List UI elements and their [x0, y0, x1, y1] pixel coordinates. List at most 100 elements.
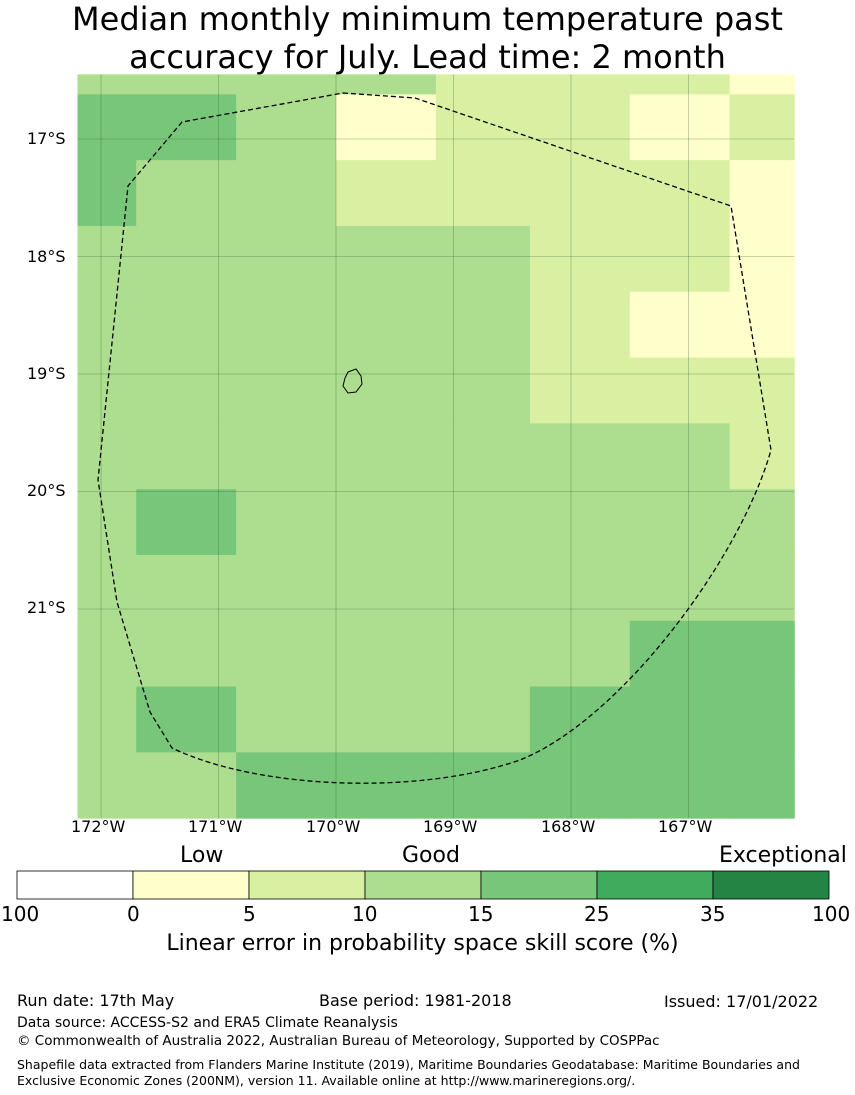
skill-cell	[336, 686, 437, 753]
skill-cell	[729, 686, 795, 753]
skill-cell	[236, 160, 337, 227]
skill-cell	[77, 554, 137, 622]
skill-cell	[236, 74, 337, 95]
skill-cell	[136, 489, 237, 556]
skill-cell	[729, 489, 795, 556]
skill-cell	[435, 291, 531, 359]
skill-cell	[529, 160, 631, 227]
skill-cell	[729, 620, 795, 688]
skill-cell	[629, 291, 731, 359]
skill-cell	[336, 94, 437, 161]
colorbar-segment	[16, 870, 134, 900]
skill-cell	[77, 686, 137, 753]
skill-cell	[529, 554, 631, 622]
colorbar-category-exceptional: Exceptional	[719, 843, 847, 868]
skill-cell	[629, 94, 731, 161]
skill-cell	[336, 291, 437, 359]
skill-cell	[529, 686, 631, 753]
skill-cell	[435, 225, 531, 293]
niue-island-outline	[342, 368, 363, 394]
skill-cell	[77, 489, 137, 556]
lon-label-168w: 168°W	[541, 817, 596, 836]
skill-cell	[136, 752, 237, 819]
lon-label-167w: 167°W	[658, 817, 713, 836]
skill-cell	[629, 225, 731, 293]
skill-cell	[629, 357, 731, 424]
skill-cell	[336, 489, 437, 556]
skill-cell	[729, 94, 795, 161]
skill-cell	[336, 423, 437, 490]
colorbar-tick: 15	[468, 902, 494, 926]
skill-cell	[529, 423, 631, 490]
skill-cell	[236, 620, 337, 688]
title-line-2: accuracy for July. Lead time: 2 month	[129, 38, 726, 76]
skill-cell	[435, 94, 531, 161]
skill-cell	[529, 74, 631, 95]
skill-cell	[629, 554, 731, 622]
lat-label-19s: 19°S	[27, 364, 66, 383]
issued-date: Issued: 17/01/2022	[664, 992, 819, 1011]
skill-cell	[435, 74, 531, 95]
skill-cell	[629, 74, 731, 95]
shapefile-credit: Shapefile data extracted from Flanders M…	[17, 1057, 800, 1088]
colorbar-segment	[712, 870, 830, 900]
colorbar	[16, 870, 830, 900]
skill-cell	[729, 225, 795, 293]
copyright-notice: © Commonwealth of Australia 2022, Austra…	[17, 1033, 660, 1049]
skill-cell	[136, 94, 237, 161]
skill-cell	[77, 291, 137, 359]
skill-cell	[136, 423, 237, 490]
skill-cell	[336, 357, 437, 424]
skill-cell	[529, 752, 631, 819]
skill-cell	[529, 357, 631, 424]
colorbar-segment	[364, 870, 482, 900]
skill-cell	[435, 423, 531, 490]
skill-cell	[529, 489, 631, 556]
skill-cell	[136, 160, 237, 227]
skill-cell	[529, 225, 631, 293]
skill-cell	[136, 686, 237, 753]
lat-label-17s: 17°S	[27, 129, 66, 148]
skill-cell	[629, 686, 731, 753]
map-title: Median monthly minimum temperature past …	[0, 0, 855, 76]
skill-cell	[136, 554, 237, 622]
skill-cell	[236, 489, 337, 556]
skill-cell	[77, 752, 137, 819]
skill-cell	[336, 620, 437, 688]
colorbar-tick: 100	[812, 902, 851, 926]
skill-cell	[729, 291, 795, 359]
skill-cell	[729, 160, 795, 227]
skill-cell	[435, 554, 531, 622]
skill-cell	[136, 357, 237, 424]
skill-cell	[336, 554, 437, 622]
colorbar-segment	[480, 870, 598, 900]
skill-cell	[435, 160, 531, 227]
lat-label-20s: 20°S	[27, 481, 66, 500]
skill-cell	[729, 74, 795, 95]
skill-cell	[136, 620, 237, 688]
colorbar-tick: 5	[243, 902, 256, 926]
data-source: Data source: ACCESS-S2 and ERA5 Climate …	[17, 1015, 398, 1031]
colorbar-category-low: Low	[180, 843, 224, 868]
skill-cell	[236, 225, 337, 293]
skill-cell	[236, 291, 337, 359]
skill-cell	[236, 554, 337, 622]
skill-cell	[435, 752, 531, 819]
skill-cell	[435, 686, 531, 753]
skill-cell	[136, 291, 237, 359]
eez-boundary	[97, 92, 772, 784]
skill-cell	[136, 74, 237, 95]
skill-cell	[729, 357, 795, 424]
skill-cell	[529, 94, 631, 161]
skill-cell	[435, 620, 531, 688]
skill-cell	[729, 752, 795, 819]
skill-grid-cells	[77, 74, 795, 819]
colorbar-segment	[248, 870, 366, 900]
skill-cell	[336, 74, 437, 95]
colorbar-tick: 35	[700, 902, 726, 926]
skill-cell	[729, 554, 795, 622]
skill-cell	[77, 225, 137, 293]
lon-label-171w: 171°W	[188, 817, 243, 836]
skill-cell	[77, 423, 137, 490]
